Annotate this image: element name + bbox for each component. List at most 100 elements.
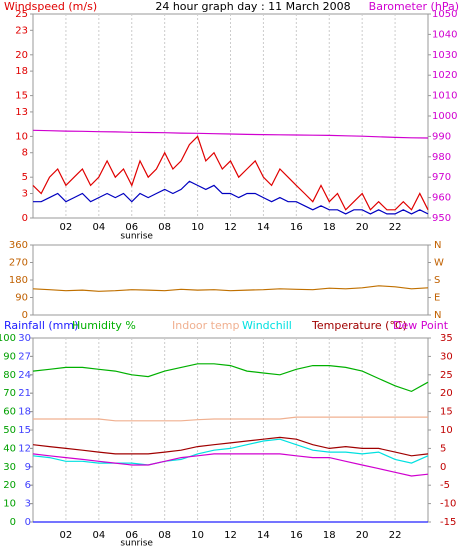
series-line xyxy=(32,129,429,139)
y-tick-label: 30 xyxy=(440,351,453,362)
x-tick-label: 02 xyxy=(60,222,73,233)
x-tick-label: 20 xyxy=(356,530,369,541)
y-tick-label: 23 xyxy=(15,25,28,36)
x-tick-label: 02 xyxy=(60,530,73,541)
y-tick-label: 9 xyxy=(25,462,31,473)
x-tick-label: 12 xyxy=(224,222,237,233)
legend-entry: Rainfall (mm) xyxy=(4,319,78,332)
x-tick-label: 22 xyxy=(389,222,402,233)
x-tick-label: 18 xyxy=(323,222,336,233)
x-tick-label: 08 xyxy=(158,222,171,233)
series-line xyxy=(33,180,429,215)
y-tick-label: 0 xyxy=(25,517,31,528)
legend-entry: Humidity % xyxy=(72,319,136,332)
x-tick-label: 14 xyxy=(257,530,270,541)
y-tick-label: 35 xyxy=(440,333,453,344)
y-tick-label: 980 xyxy=(432,152,451,163)
x-tick-label: 22 xyxy=(389,530,402,541)
x-tick-label: 14 xyxy=(257,222,270,233)
y-tick-label: 360 xyxy=(9,240,28,251)
chart-title: 24 hour graph day : 11 March 2008 xyxy=(155,0,350,13)
y-tick-label: -5 xyxy=(440,480,450,491)
y-tick-label: 0 xyxy=(440,462,446,473)
y-tick-label: 30 xyxy=(3,462,16,473)
x-tick-label: 16 xyxy=(290,222,303,233)
annotation: sunrise xyxy=(120,232,153,242)
y-tick-label: 40 xyxy=(3,443,16,454)
y-tick-label: 8 xyxy=(22,148,28,159)
series-line xyxy=(32,285,429,292)
series-line xyxy=(32,363,429,393)
x-tick-label: 16 xyxy=(290,530,303,541)
x-tick-label: 20 xyxy=(356,222,369,233)
y-tick-label: 1000 xyxy=(432,111,457,122)
annotation: sunrise xyxy=(120,539,153,549)
y-tick-label: 3 xyxy=(22,189,28,200)
y-tick-label: 30 xyxy=(18,333,31,344)
y-tick-label: E xyxy=(434,293,440,304)
y-tick-label: 0 xyxy=(22,310,28,321)
y-tick-label: 90 xyxy=(15,293,28,304)
y-tick-label: 27 xyxy=(18,351,31,362)
x-tick-label: 06 xyxy=(125,530,138,541)
y-tick-label: 1030 xyxy=(432,50,457,61)
y-tick-label: 70 xyxy=(3,388,16,399)
legend-entry: Indoor temp xyxy=(172,319,239,332)
y-tick-label: 80 xyxy=(3,370,16,381)
y-tick-label: 3 xyxy=(25,499,31,510)
legend-entry: Dew Point xyxy=(393,319,449,332)
y-tick-label: 90 xyxy=(3,351,16,362)
y-tick-label: 1010 xyxy=(432,91,457,102)
x-tick-label: 12 xyxy=(224,530,237,541)
y-tick-label: 1020 xyxy=(432,70,457,81)
y-tick-label: 13 xyxy=(15,107,28,118)
x-tick-label: 04 xyxy=(92,222,105,233)
y-tick-label: 0 xyxy=(22,213,28,224)
series-line xyxy=(32,436,429,457)
y-tick-label: 10 xyxy=(440,425,453,436)
y-tick-label: 1040 xyxy=(432,29,457,40)
y-tick-label: 270 xyxy=(9,258,28,269)
y-tick-label: S xyxy=(434,275,440,286)
y-tick-label: 15 xyxy=(440,407,453,418)
y-tick-label: 15 xyxy=(15,91,28,102)
y-tick-label: 60 xyxy=(3,407,16,418)
y-tick-label: 12 xyxy=(18,443,31,454)
y-tick-label: 18 xyxy=(18,407,31,418)
y-tick-label: 10 xyxy=(3,499,16,510)
series-line xyxy=(32,453,429,477)
y-tick-label: W xyxy=(434,258,444,269)
y-tick-label: 25 xyxy=(15,9,28,20)
barometer-label: Barometer (hPa) xyxy=(369,0,459,13)
y-tick-label: N xyxy=(434,310,441,321)
y-tick-label: 950 xyxy=(432,213,451,224)
legend-entry: Temperature (°C) xyxy=(311,319,407,332)
series-line xyxy=(33,416,428,422)
x-tick-label: 10 xyxy=(191,530,204,541)
y-tick-label: 18 xyxy=(15,66,28,77)
y-tick-label: -10 xyxy=(440,499,456,510)
y-tick-label: 6 xyxy=(25,480,31,491)
y-tick-label: N xyxy=(434,240,441,251)
series-line xyxy=(32,438,429,466)
y-tick-label: 20 xyxy=(3,480,16,491)
y-tick-label: 180 xyxy=(9,275,28,286)
y-tick-label: 15 xyxy=(18,425,31,436)
y-tick-label: 5 xyxy=(440,443,446,454)
x-tick-label: 18 xyxy=(323,530,336,541)
x-tick-label: 10 xyxy=(191,222,204,233)
y-tick-label: 50 xyxy=(3,425,16,436)
y-tick-label: 24 xyxy=(18,370,31,381)
y-tick-label: 5 xyxy=(22,172,28,183)
y-tick-label: 20 xyxy=(440,388,453,399)
y-tick-label: 960 xyxy=(432,193,451,204)
windspeed-label: Windspeed (m/s) xyxy=(4,0,97,13)
y-tick-label: 25 xyxy=(440,370,453,381)
y-tick-label: -15 xyxy=(440,517,456,528)
y-tick-label: 20 xyxy=(15,50,28,61)
y-tick-label: 10 xyxy=(15,131,28,142)
y-tick-label: 1050 xyxy=(432,9,457,20)
legend-entry: Windchill xyxy=(242,319,292,332)
